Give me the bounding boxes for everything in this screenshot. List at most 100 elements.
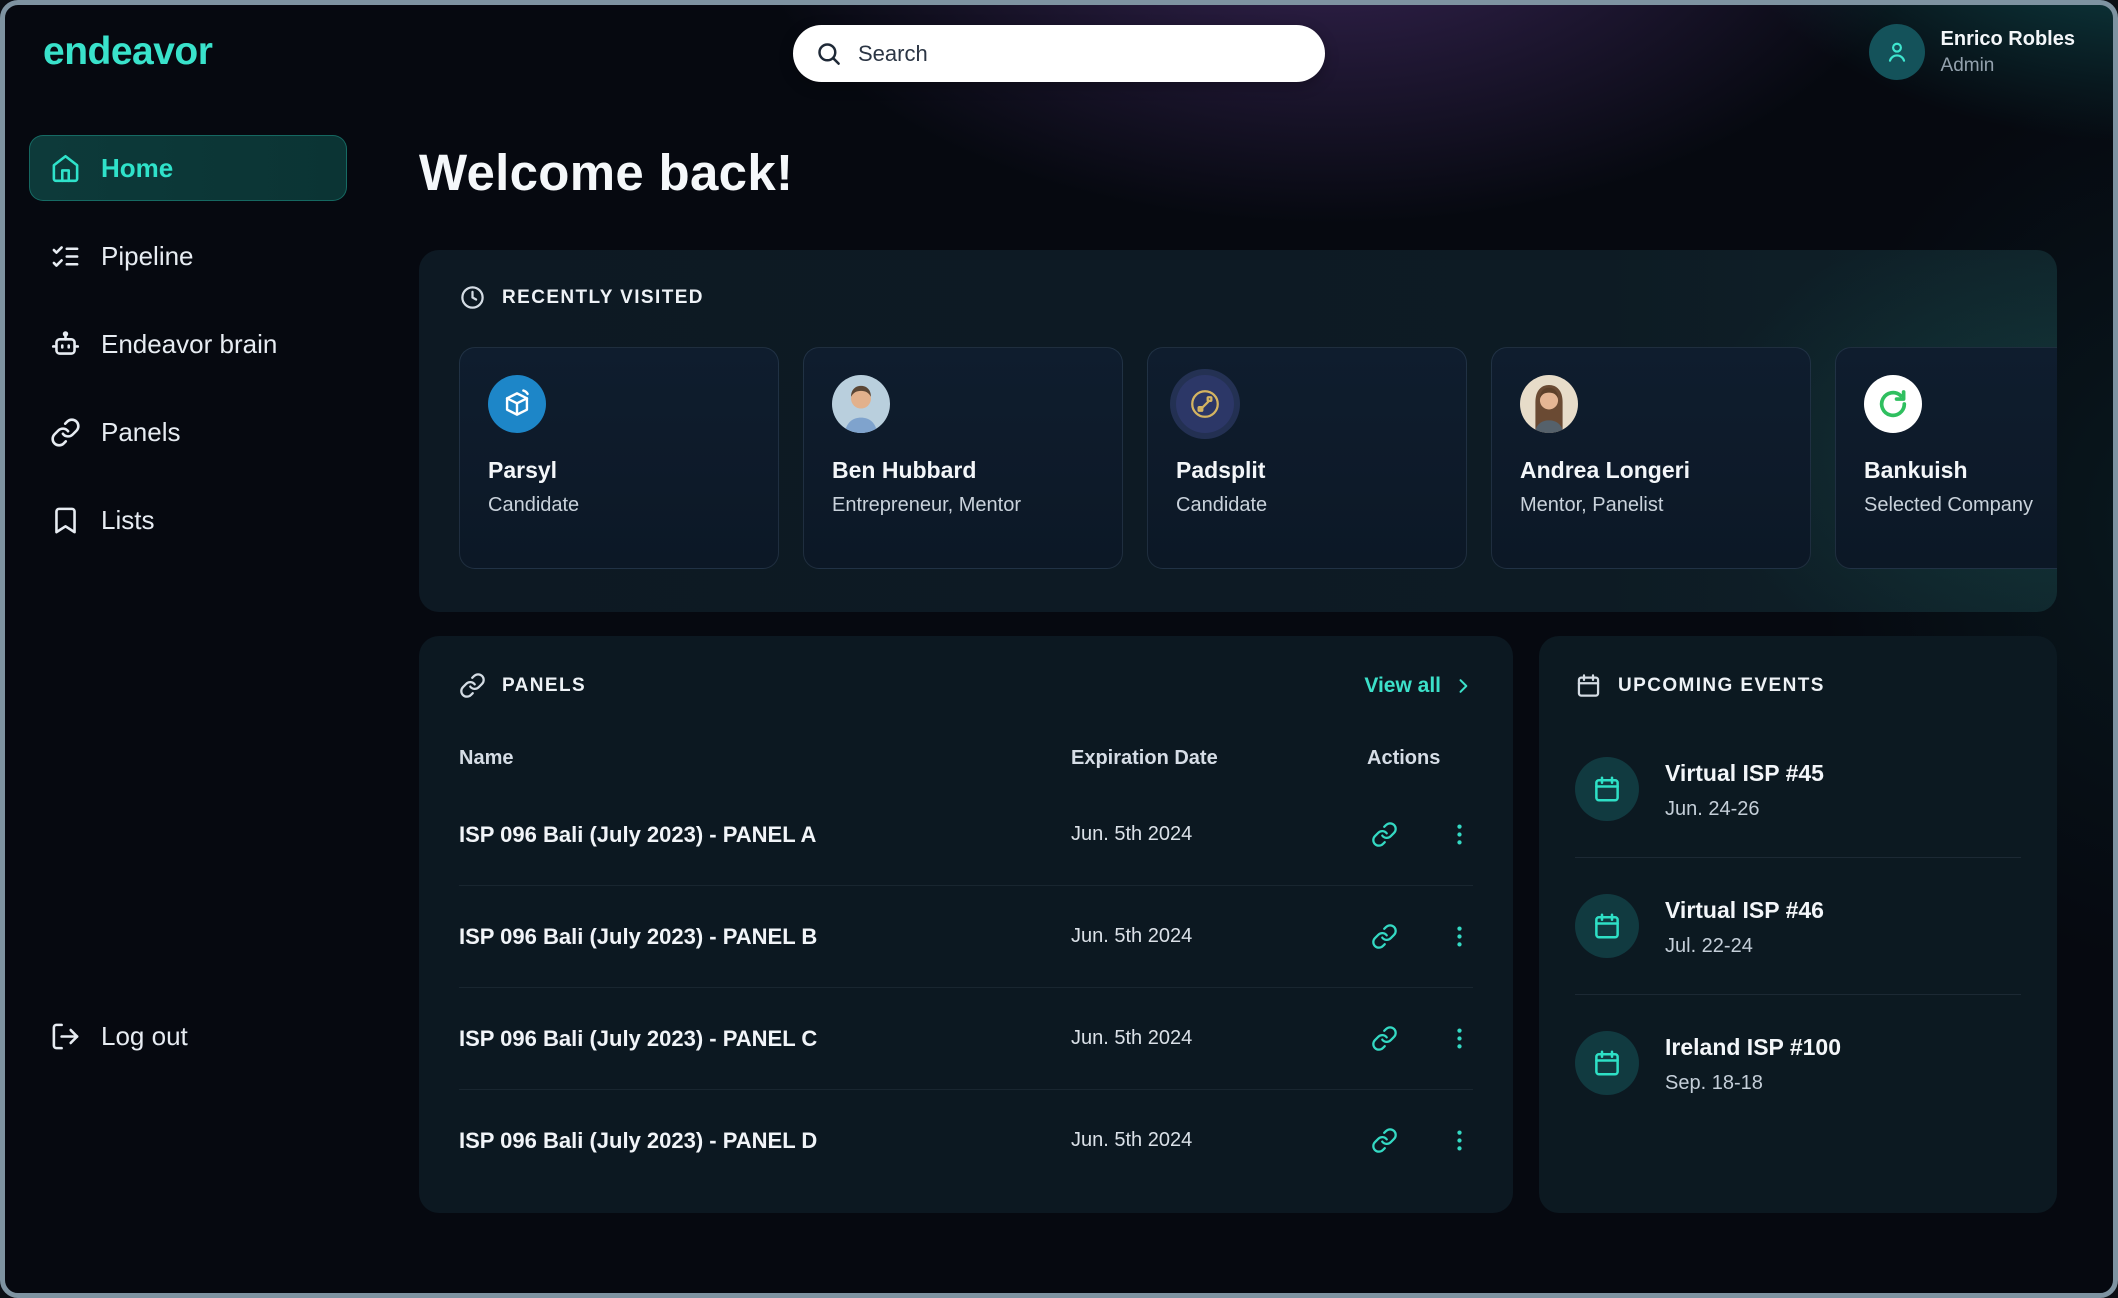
recent-card-padsplit[interactable]: Padsplit Candidate <box>1147 347 1467 569</box>
main-content: Welcome back! RECENTLY VISITED Parsyl Ca… <box>371 99 2113 1293</box>
column-name: Name <box>459 747 514 769</box>
person-icon <box>1888 42 1905 62</box>
user-name: Enrico Robles <box>1940 27 2075 50</box>
table-row: ISP 096 Bali (July 2023) - PANEL C Jun. … <box>459 987 1473 1089</box>
sidebar-item-pipeline[interactable]: Pipeline <box>29 223 347 289</box>
panels-panel: PANELS View all Name Expiration Date Act… <box>419 636 1513 1213</box>
event-item[interactable]: Virtual ISP #46 Jul. 22-24 <box>1575 857 2021 994</box>
kebab-menu-icon <box>1457 926 1462 947</box>
recently-visited-panel: RECENTLY VISITED Parsyl Candidate <box>419 250 2057 612</box>
event-dates: Sep. 18-18 <box>1665 1072 1763 1094</box>
panel-expiration: Jun. 5th 2024 <box>1071 1027 1193 1049</box>
logout-icon <box>52 1023 79 1049</box>
recent-card-bankuish[interactable]: Bankuish Selected Company <box>1835 347 2057 569</box>
panel-name: ISP 096 Bali (July 2023) - PANEL A <box>459 821 817 847</box>
event-dates: Jul. 22-24 <box>1665 935 1753 957</box>
recently-visited-title: RECENTLY VISITED <box>502 286 704 308</box>
event-dates: Jun. 24-26 <box>1665 798 1760 820</box>
panel-name: ISP 096 Bali (July 2023) - PANEL D <box>459 1127 818 1153</box>
event-title: Virtual ISP #46 <box>1665 897 1824 923</box>
column-expiration: Expiration Date <box>1071 747 1218 769</box>
calendar-icon <box>1577 674 1600 697</box>
event-calendar-icon <box>1575 1031 1639 1095</box>
search-icon <box>818 43 840 65</box>
andrea-longeri-photo <box>1520 375 1578 433</box>
sidebar-item-endeavor-brain[interactable]: Endeavor brain <box>29 311 347 377</box>
event-item[interactable]: Virtual ISP #45 Jun. 24-26 <box>1575 721 2021 857</box>
card-role: Candidate <box>1176 494 1268 516</box>
row-menu-button[interactable] <box>1442 1021 1477 1056</box>
kebab-menu-icon <box>1457 1130 1462 1151</box>
ben-hubbard-photo <box>832 375 890 433</box>
column-actions: Actions <box>1367 747 1441 769</box>
row-menu-button[interactable] <box>1442 817 1477 852</box>
card-role: Mentor, Panelist <box>1520 494 1664 516</box>
sidebar-item-label: Pipeline <box>101 240 194 271</box>
recent-card-andrea-longeri[interactable]: Andrea Longeri Mentor, Panelist <box>1491 347 1811 569</box>
recent-card-parsyl[interactable]: Parsyl Candidate <box>459 347 779 569</box>
card-name: Ben Hubbard <box>832 457 977 483</box>
copy-link-button[interactable] <box>1367 1021 1402 1056</box>
copy-link-button[interactable] <box>1367 919 1402 954</box>
sidebar-item-label: Endeavor brain <box>101 328 278 359</box>
user-menu[interactable]: Enrico Robles Admin <box>1868 24 2075 80</box>
panel-expiration: Jun. 5th 2024 <box>1071 1129 1193 1151</box>
search-bar[interactable] <box>793 25 1325 82</box>
link-icon <box>460 673 485 698</box>
sidebar: Home Pipeline Endeavor brain Panels List… <box>5 99 371 1293</box>
upcoming-events-panel: UPCOMING EVENTS Virtual ISP #45 Jun. 24-… <box>1539 636 2057 1213</box>
card-name: Parsyl <box>488 457 558 483</box>
robot-icon <box>51 330 80 355</box>
pipeline-icon <box>52 245 79 267</box>
row-menu-button[interactable] <box>1442 919 1477 954</box>
bankuish-logo <box>1864 375 1922 433</box>
link-icon <box>1372 822 1397 847</box>
table-header: Name Expiration Date Actions <box>459 747 1473 784</box>
link-icon <box>1372 1128 1397 1153</box>
event-title: Virtual ISP #45 <box>1665 760 1824 786</box>
sidebar-item-panels[interactable]: Panels <box>29 399 347 465</box>
recent-card-ben-hubbard[interactable]: Ben Hubbard Entrepreneur, Mentor <box>803 347 1123 569</box>
top-bar: endeavor Enrico Robles Admin <box>5 5 2113 99</box>
panels-table: Name Expiration Date Actions ISP 096 Bal… <box>459 747 1473 1191</box>
view-all-link[interactable]: View all <box>1364 674 1473 698</box>
panel-name: ISP 096 Bali (July 2023) - PANEL C <box>459 1025 818 1051</box>
search-input[interactable] <box>856 39 1303 68</box>
event-item[interactable]: Ireland ISP #100 Sep. 18-18 <box>1575 994 2021 1131</box>
copy-link-button[interactable] <box>1367 1123 1402 1158</box>
copy-link-button[interactable] <box>1367 817 1402 852</box>
sidebar-item-lists[interactable]: Lists <box>29 487 347 553</box>
card-role: Selected Company <box>1864 494 2033 516</box>
clock-icon <box>461 286 484 309</box>
sidebar-item-home[interactable]: Home <box>29 135 347 201</box>
panel-expiration: Jun. 5th 2024 <box>1071 823 1193 845</box>
logout-label: Log out <box>101 1020 188 1051</box>
table-row: ISP 096 Bali (July 2023) - PANEL D Jun. … <box>459 1089 1473 1191</box>
event-calendar-icon <box>1575 894 1639 958</box>
panels-title: PANELS <box>502 674 587 696</box>
card-name: Padsplit <box>1176 457 1266 483</box>
logout-button[interactable]: Log out <box>29 1003 347 1069</box>
panel-name: ISP 096 Bali (July 2023) - PANEL B <box>459 923 818 949</box>
user-role: Admin <box>1940 54 1995 76</box>
card-role: Candidate <box>488 494 580 516</box>
card-name: Bankuish <box>1864 457 1968 483</box>
chevron-right-icon <box>1459 678 1468 693</box>
kebab-menu-icon <box>1457 1028 1462 1049</box>
parsyl-package-logo <box>488 375 546 433</box>
link-icon <box>1372 924 1397 949</box>
sidebar-item-label: Panels <box>101 416 181 447</box>
sidebar-item-label: Lists <box>101 504 155 535</box>
link-icon <box>51 417 80 447</box>
card-name: Andrea Longeri <box>1520 457 1690 483</box>
row-menu-button[interactable] <box>1442 1123 1477 1158</box>
table-row: ISP 096 Bali (July 2023) - PANEL A Jun. … <box>459 784 1473 885</box>
kebab-menu-icon <box>1457 824 1462 845</box>
padsplit-logo <box>1176 375 1234 433</box>
panel-expiration: Jun. 5th 2024 <box>1071 925 1193 947</box>
bookmark-icon <box>55 507 76 533</box>
sidebar-item-label: Home <box>101 152 174 183</box>
event-calendar-icon <box>1575 757 1639 821</box>
card-role: Entrepreneur, Mentor <box>832 494 1021 516</box>
